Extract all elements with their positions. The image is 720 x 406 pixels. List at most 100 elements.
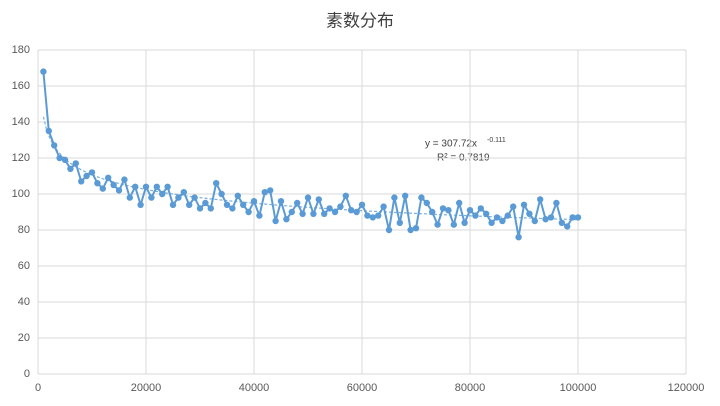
point xyxy=(564,223,571,230)
point xyxy=(288,208,295,216)
point xyxy=(202,199,209,207)
point xyxy=(391,194,398,201)
x-tick-label: 100000 xyxy=(560,382,597,394)
point xyxy=(196,205,204,212)
point xyxy=(245,208,252,216)
point xyxy=(337,203,344,210)
point xyxy=(493,214,501,221)
point xyxy=(402,192,409,199)
point xyxy=(299,210,306,217)
point xyxy=(229,205,236,212)
point xyxy=(423,199,430,207)
point xyxy=(61,156,69,163)
point xyxy=(466,207,474,214)
point xyxy=(283,216,290,223)
point xyxy=(137,201,144,208)
trend-equation: y = 307.72x xyxy=(425,139,477,150)
point xyxy=(450,221,457,228)
y-tick-label: 0 xyxy=(24,368,30,380)
point xyxy=(526,210,533,217)
point xyxy=(110,181,117,189)
point xyxy=(164,183,171,190)
point xyxy=(510,203,517,210)
point xyxy=(499,217,506,225)
point xyxy=(547,214,555,221)
point xyxy=(531,217,538,225)
point xyxy=(418,194,425,201)
point xyxy=(186,201,193,208)
point xyxy=(434,221,441,228)
point xyxy=(558,219,565,226)
point xyxy=(445,207,452,214)
y-tick-label: 100 xyxy=(12,188,30,200)
point xyxy=(234,192,241,199)
point xyxy=(67,165,74,172)
point xyxy=(321,210,328,217)
point xyxy=(83,172,90,180)
point xyxy=(375,212,382,219)
point xyxy=(175,194,182,201)
point xyxy=(56,154,63,162)
point xyxy=(126,194,133,201)
y-tick-label: 120 xyxy=(12,152,30,164)
point xyxy=(88,169,96,176)
point xyxy=(439,205,447,212)
point xyxy=(477,205,484,212)
y-tick-label: 160 xyxy=(12,80,30,92)
point xyxy=(78,178,85,185)
point xyxy=(191,194,198,201)
trend-exponent: -0.111 xyxy=(487,137,506,144)
point xyxy=(267,187,274,194)
x-tick-label: 20000 xyxy=(131,382,162,394)
y-tick-label: 180 xyxy=(12,44,30,56)
point xyxy=(272,217,279,225)
point xyxy=(488,219,495,226)
point xyxy=(380,203,387,210)
y-tick-label: 140 xyxy=(12,116,30,128)
point xyxy=(304,194,312,201)
point xyxy=(153,183,160,190)
x-tick-label: 60000 xyxy=(347,382,378,394)
point xyxy=(148,194,155,201)
point xyxy=(407,226,414,234)
point xyxy=(256,212,263,219)
y-tick-label: 80 xyxy=(18,224,30,236)
point xyxy=(142,183,150,190)
point xyxy=(331,208,339,216)
point xyxy=(483,210,490,217)
point xyxy=(461,219,468,226)
y-tick-label: 60 xyxy=(18,260,30,272)
point xyxy=(240,201,247,208)
point xyxy=(553,199,560,207)
point xyxy=(40,68,47,75)
point xyxy=(180,189,187,196)
x-tick-label: 120000 xyxy=(668,382,705,394)
point xyxy=(456,199,463,207)
series-line xyxy=(42,71,578,238)
chart-title: 素数分布 xyxy=(326,11,394,30)
point xyxy=(72,160,80,167)
y-tick-label: 20 xyxy=(18,332,30,344)
point xyxy=(364,212,371,219)
point xyxy=(574,214,582,221)
point xyxy=(369,214,376,221)
trendline xyxy=(42,116,579,221)
point xyxy=(213,180,220,187)
point xyxy=(385,226,393,234)
point xyxy=(396,219,403,226)
point xyxy=(277,198,285,205)
point xyxy=(515,234,522,241)
point xyxy=(294,199,301,207)
x-tick-label: 80000 xyxy=(455,382,486,394)
y-tick-label: 40 xyxy=(18,296,30,308)
point xyxy=(207,205,214,212)
point xyxy=(94,180,101,187)
point xyxy=(537,196,544,203)
point xyxy=(310,210,317,217)
point xyxy=(132,183,139,190)
point xyxy=(218,190,225,198)
point xyxy=(169,201,177,208)
point xyxy=(121,176,128,183)
point xyxy=(115,187,123,194)
